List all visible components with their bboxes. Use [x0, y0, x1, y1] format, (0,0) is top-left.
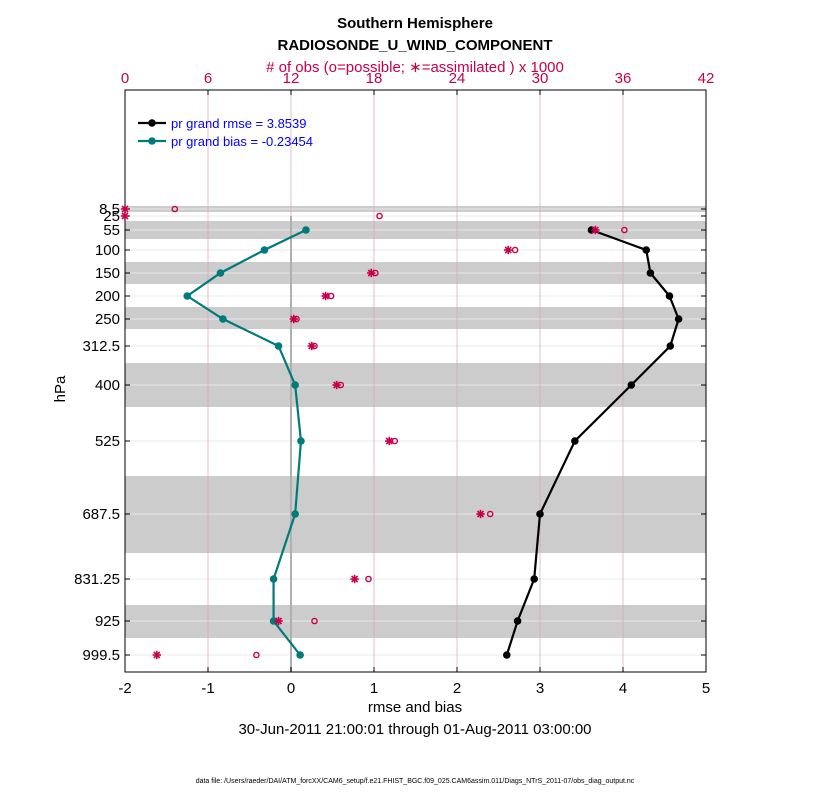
top-x-tick-label: 30	[532, 70, 549, 87]
x-tick-label: 1	[370, 680, 378, 697]
data-file-note: data file: /Users/raeder/DAI/ATM_forcXX/…	[196, 778, 635, 785]
chart-title: Southern Hemisphere	[337, 15, 493, 32]
y-axis-label: hPa	[52, 375, 69, 402]
x-tick-label: 0	[287, 680, 295, 697]
y-tick-label: 525	[95, 433, 120, 450]
legend-swatch-point	[148, 119, 156, 127]
rmse-point	[646, 269, 655, 277]
chart-subtitle: RADIOSONDE_U_WIND_COMPONENT	[277, 37, 552, 54]
obs-possible-marker	[311, 617, 318, 625]
obs-assimilated-marker	[367, 268, 376, 278]
obs-assimilated-marker	[289, 314, 298, 324]
bias-point	[297, 437, 305, 445]
obs-assimilated-marker	[321, 291, 330, 301]
axis-ticks: -2 -1 0 1 2 3 4 50 6 12 18 24 30 36 428.52555100150200…	[74, 70, 714, 697]
obs-assimilated-marker	[503, 245, 513, 255]
y-tick-label: 100	[95, 242, 120, 259]
y-tick-label: 925	[95, 613, 120, 630]
rmse-point	[536, 510, 544, 518]
rmse-point	[666, 342, 675, 350]
y-tick-label: 687.5	[82, 506, 120, 523]
obs-possible-marker	[621, 226, 628, 234]
x-tick-label: 2	[453, 680, 461, 697]
obs-possible-marker	[376, 212, 383, 220]
obs-possible-marker	[486, 510, 494, 518]
grid-lines	[125, 90, 706, 672]
rmse-point	[665, 292, 674, 300]
bias-point	[219, 315, 227, 323]
obs-possible-marker	[171, 205, 179, 213]
rmse-point	[571, 437, 579, 445]
rmse-point	[513, 617, 522, 625]
obs-possible-marker	[511, 246, 519, 254]
shaded-bands	[125, 206, 706, 638]
top-x-tick-label: 6	[204, 70, 212, 87]
level-band	[125, 307, 706, 329]
y-tick-label: 400	[95, 377, 120, 394]
legend-swatch-point	[148, 137, 156, 145]
top-x-tick-label: 12	[283, 70, 300, 87]
rmse-point	[503, 651, 511, 659]
x-axis-label: rmse and bias	[368, 699, 462, 716]
plot-frame	[124, 89, 707, 673]
y-tick-label: 831.25	[74, 571, 120, 588]
x-tick-label: 4	[619, 680, 627, 697]
bias-point	[183, 292, 192, 300]
x-tick-label: -2	[118, 680, 131, 697]
y-tick-label: 150	[95, 265, 120, 282]
bias-point	[291, 510, 299, 518]
obs-possible-marker	[365, 575, 372, 583]
bias-point	[291, 381, 299, 389]
bias-point	[216, 269, 225, 277]
obs-assimilated-marker	[591, 225, 600, 235]
bias-line	[185, 229, 307, 656]
top-x-tick-label: 24	[449, 70, 466, 87]
obs-assimilated-marker	[120, 211, 130, 221]
y-tick-label: 25	[103, 208, 120, 225]
rmse-point	[642, 246, 651, 254]
top-x-tick-label: 42	[698, 70, 715, 87]
x-tick-label: 3	[536, 680, 544, 697]
bias-point	[296, 651, 304, 659]
bias-point	[274, 342, 283, 350]
y-tick-label: 200	[95, 288, 120, 305]
y-tick-label: 250	[95, 311, 120, 328]
y-tick-label: 55	[103, 222, 120, 239]
obs-assimilated-marker	[274, 616, 283, 626]
top-axis-label: # of obs (o=possible; ∗=assimilated ) x …	[266, 59, 564, 76]
y-tick-label: 8.5	[99, 201, 120, 218]
obs-assimilated-marker	[152, 650, 162, 660]
x-tick-label: -1	[201, 680, 214, 697]
rmse-point	[530, 575, 538, 583]
obs-assimilated-marker	[350, 574, 359, 584]
obs-assimilated-marker	[385, 436, 394, 446]
rmse-line	[505, 228, 680, 656]
top-x-tick-label: 0	[121, 70, 129, 87]
obs-assimilated-marker	[476, 509, 485, 519]
date-range: 30-Jun-2011 21:00:01 through 01-Aug-2011…	[238, 721, 591, 738]
bias-point	[269, 617, 278, 625]
legend: pr grand rmse = 3.8539 pr grand bias = -0…	[138, 116, 313, 149]
rmse-point	[627, 381, 636, 389]
bias-point	[260, 246, 269, 254]
obs-assimilated-marker	[307, 341, 316, 351]
top-x-tick-label: 36	[615, 70, 632, 87]
top-x-tick-label: 18	[366, 70, 383, 87]
obs-assimilated-marker	[120, 204, 130, 214]
legend-entry: pr grand rmse = 3.8539	[171, 116, 307, 131]
series-layer	[120, 204, 683, 660]
bias-point	[302, 226, 310, 234]
y-tick-label: 999.5	[82, 647, 120, 664]
rmse-point	[674, 315, 683, 323]
x-tick-label: 5	[702, 680, 710, 697]
legend-entry: pr grand bias = -0.23454	[171, 134, 313, 149]
y-tick-label: 312.5	[82, 338, 120, 355]
bias-point	[269, 575, 278, 583]
obs-possible-marker	[253, 651, 260, 659]
obs-assimilated-marker	[332, 380, 341, 390]
